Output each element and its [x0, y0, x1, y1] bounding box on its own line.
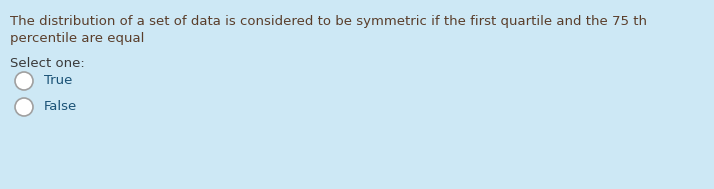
Text: True: True [44, 74, 72, 87]
Circle shape [15, 98, 33, 116]
Text: Select one:: Select one: [10, 57, 85, 70]
Text: percentile are equal: percentile are equal [10, 32, 144, 45]
Text: False: False [44, 100, 77, 113]
Text: The distribution of a set of data is considered to be symmetric if the first qua: The distribution of a set of data is con… [10, 15, 647, 28]
Circle shape [15, 72, 33, 90]
